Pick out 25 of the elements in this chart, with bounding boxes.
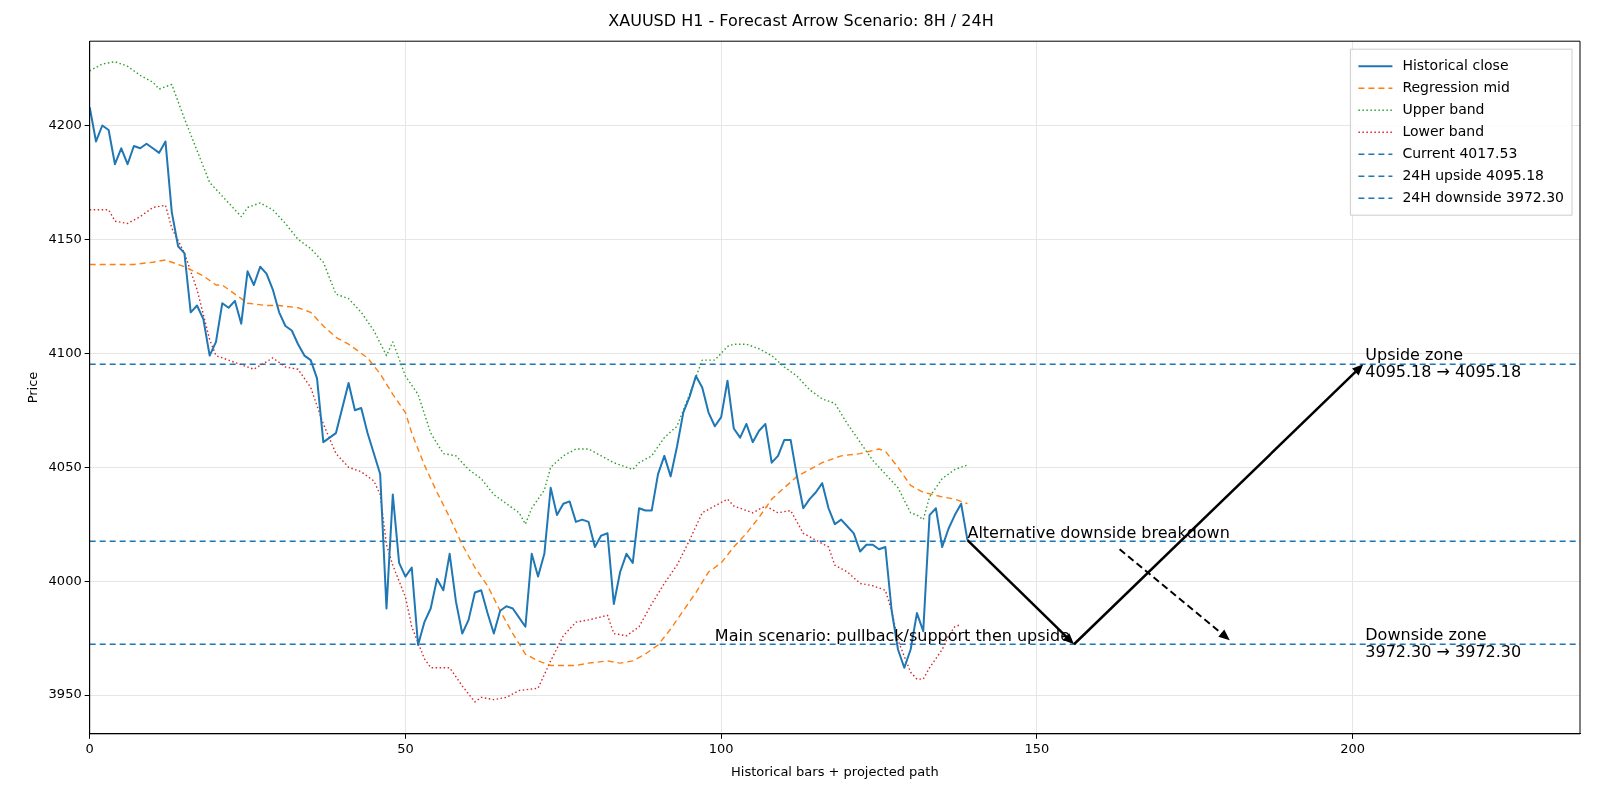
x-tick-label: 200	[1340, 740, 1366, 756]
line-series	[89, 259, 969, 667]
legend-label: Regression mid	[1402, 78, 1510, 95]
x-tick-label: 0	[85, 740, 94, 756]
annotation: Downside zone 3972.30 → 3972.30	[1365, 624, 1522, 661]
chart-title: XAUUSD H1 - Forecast Arrow Scenario: 8H / 24H	[608, 10, 994, 30]
y-tick-label: 4200	[48, 116, 82, 132]
y-tick-label: 4150	[48, 230, 82, 246]
y-tick-label: 4100	[48, 344, 82, 360]
annotation: Upside zone 4095.18 → 4095.18	[1365, 344, 1522, 381]
x-tick-label: 50	[397, 740, 414, 756]
y-axis-title: Price	[25, 371, 41, 404]
y-tick-label: 4050	[48, 458, 82, 474]
line-series	[89, 61, 969, 525]
y-tick-label: 3950	[48, 686, 82, 702]
y-tick-label: 4000	[48, 572, 82, 588]
legend-label: 24H downside 3972.30	[1402, 188, 1565, 205]
legend-label: Lower band	[1402, 122, 1485, 139]
legend-label: Upper band	[1402, 100, 1485, 117]
legend-label: 24H upside 4095.18	[1402, 166, 1544, 183]
x-tick-label: 150	[1024, 740, 1050, 756]
legend-label: Current 4017.53	[1402, 144, 1518, 161]
x-tick-label: 100	[708, 740, 734, 756]
x-axis-title: Historical bars + projected path	[731, 763, 939, 779]
legend-label: Historical close	[1402, 56, 1509, 73]
